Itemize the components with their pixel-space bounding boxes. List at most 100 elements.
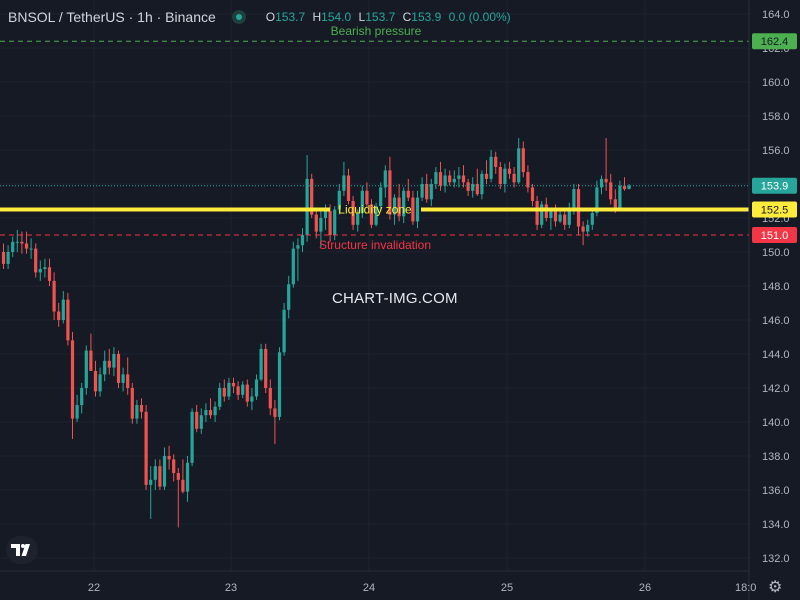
candle-body <box>590 212 594 225</box>
candle-body <box>613 199 617 208</box>
candle-body <box>438 172 443 186</box>
high-key: H <box>312 10 322 24</box>
price-tick-label: 138.0 <box>762 451 790 463</box>
bearish-pressure-marker-label: 162.4 <box>761 36 789 48</box>
candle-body <box>172 459 176 473</box>
close-value: 153.9 <box>411 10 442 24</box>
candle-body <box>20 241 24 244</box>
candle-body <box>93 371 98 392</box>
candle-body <box>222 388 226 397</box>
price-tick-label: 136.0 <box>762 485 790 497</box>
candle-body <box>448 175 452 183</box>
candle-body <box>466 182 470 191</box>
bearish-pressure-label: Bearish pressure <box>331 24 422 38</box>
candle-body <box>517 148 521 183</box>
price-tick-label: 134.0 <box>762 519 790 531</box>
candle-body <box>231 382 236 387</box>
price-tick-label: 146.0 <box>762 315 790 327</box>
candle-body <box>337 190 341 210</box>
candle-body <box>310 178 314 215</box>
candle-body <box>47 267 52 281</box>
candle-body <box>604 178 608 183</box>
time-tick-label: 26 <box>639 582 651 594</box>
candle-body <box>328 211 332 235</box>
time-tick-label: 18:0 <box>735 582 756 594</box>
candle-body <box>622 185 627 190</box>
candle-body <box>305 178 309 235</box>
candle-body <box>379 187 383 207</box>
candle-body <box>296 245 300 249</box>
candle-body <box>241 384 245 395</box>
candle-body <box>627 185 631 190</box>
candle-body <box>116 354 121 383</box>
candle-body <box>176 473 180 480</box>
symbol-title[interactable]: BNSOL / TetherUS · 1h · Binance <box>8 9 216 25</box>
candle-body <box>475 184 479 195</box>
candle-body <box>512 173 516 183</box>
candle-body <box>503 168 507 184</box>
candle-body <box>618 185 622 208</box>
candle-body <box>75 405 79 419</box>
candle-body <box>153 466 157 480</box>
candle-body <box>181 479 185 492</box>
candle-body <box>38 269 42 273</box>
high-value: 154.0 <box>321 10 352 24</box>
candle-body <box>572 189 576 210</box>
liquidity-zone-label: Liquidity zone <box>338 203 412 217</box>
candle-body <box>461 175 466 183</box>
time-axis[interactable]: 22 23 24 25 26 18:0 <box>88 582 757 594</box>
candle-body <box>254 379 259 397</box>
candle-body <box>595 187 599 213</box>
open-key: O <box>265 10 276 24</box>
candle-body <box>397 197 401 217</box>
candle-body <box>121 374 125 383</box>
candle-body <box>227 382 231 397</box>
candle-body <box>549 211 553 218</box>
candle-body <box>498 167 502 184</box>
candle-body <box>369 204 374 225</box>
tradingview-logo-glyph <box>11 544 30 556</box>
candle-body <box>250 396 254 402</box>
price-axis-markers: 162.4 153.9 152.5 151.0 <box>752 33 797 243</box>
candle-body <box>346 175 351 201</box>
candle-body <box>383 170 387 188</box>
candle-body <box>388 170 392 215</box>
open-value: 153.7 <box>275 10 306 24</box>
time-tick-label: 25 <box>501 582 513 594</box>
candle-body <box>245 384 249 402</box>
candle-body <box>139 405 144 412</box>
candle-body <box>535 201 539 225</box>
candle-body <box>130 388 134 419</box>
candle-body <box>199 415 203 429</box>
candle-body <box>107 360 111 368</box>
price-tick-label: 156.0 <box>762 145 790 157</box>
low-value: 153.7 <box>365 10 396 24</box>
candle-body <box>126 374 130 388</box>
current-price-marker-bg <box>752 177 797 194</box>
candle-body <box>144 411 148 485</box>
candle-body <box>204 410 208 416</box>
level-lines: Bearish pressure Liquidity zone Structure … <box>0 24 749 252</box>
market-status-icon[interactable] <box>231 10 246 24</box>
candle-body <box>553 211 558 222</box>
candle-body <box>420 184 424 198</box>
candle-body <box>52 280 56 312</box>
candle-body <box>185 462 190 492</box>
price-tick-label: 144.0 <box>762 349 790 361</box>
candle-body <box>402 190 406 217</box>
price-tick-label: 160.0 <box>762 77 790 89</box>
candle-body <box>34 248 38 273</box>
candle-body <box>24 243 29 249</box>
tradingview-logo-icon[interactable] <box>6 536 38 564</box>
candle-body <box>452 178 456 183</box>
price-tick-label: 140.0 <box>762 417 790 429</box>
candle-body <box>374 206 378 225</box>
candle-body <box>70 340 75 419</box>
candle-body <box>98 374 102 392</box>
candle-body <box>15 241 19 243</box>
candle-body <box>43 267 47 269</box>
price-axis[interactable]: 132.0 134.0 136.0 138.0 140.0 142.0 144.0 146.0… <box>762 9 790 565</box>
gear-icon[interactable]: ⚙ <box>768 579 783 596</box>
candle-body <box>429 184 433 200</box>
